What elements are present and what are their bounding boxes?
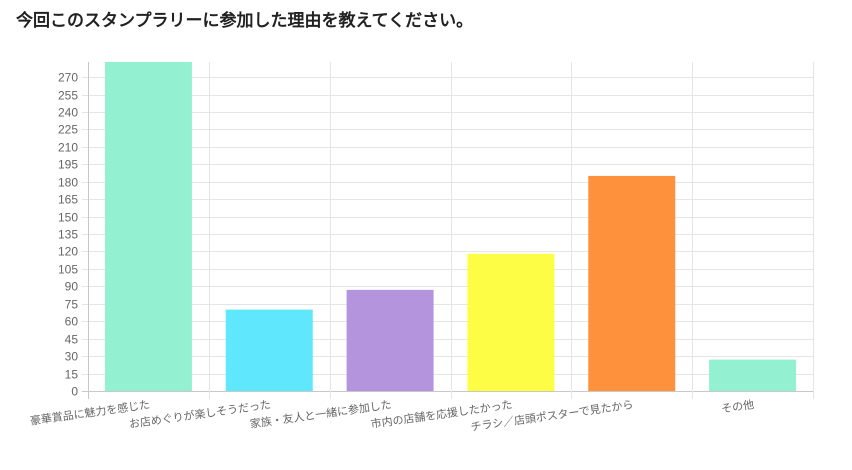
y-tick-label: 270 <box>58 71 78 85</box>
bar <box>346 289 434 391</box>
chart-title: 今回このスタンプラリーに参加した理由を教えてください。 <box>16 11 474 31</box>
y-tick-label: 240 <box>58 106 78 120</box>
y-tick-label: 225 <box>58 123 78 137</box>
y-tick-label: 60 <box>65 315 79 329</box>
bar <box>467 253 555 391</box>
y-tick-label: 0 <box>71 385 78 399</box>
y-tick-label: 45 <box>65 333 79 347</box>
x-tick-label: その他 <box>721 398 755 415</box>
bars <box>104 62 797 391</box>
y-tick-label: 30 <box>65 350 79 364</box>
y-tick-labels: 0 15 30 45 60 75 90 105 120 135 150 165 180 195 210 225… <box>58 71 78 399</box>
y-tick-label: 135 <box>58 228 78 242</box>
y-tick-label: 15 <box>65 368 79 382</box>
y-tick-label: 195 <box>58 158 78 172</box>
y-tick-label: 150 <box>58 211 78 225</box>
y-tick-label: 180 <box>58 176 78 190</box>
y-tick-label: 255 <box>58 89 78 103</box>
y-tick-label: 120 <box>58 245 78 259</box>
bar <box>104 62 192 391</box>
bar <box>225 309 313 391</box>
x-tick-labels: 豪華賞品に魅力を感じたお店めぐりが楽しそうだった家族・友人と一緒に参加した市内の… <box>29 397 755 434</box>
grid-lines <box>82 62 814 399</box>
y-tick-label: 75 <box>65 298 79 312</box>
y-tick-label: 210 <box>58 141 78 155</box>
y-tick-label: 90 <box>65 280 79 294</box>
y-tick-label: 165 <box>58 193 78 207</box>
bar <box>709 359 797 391</box>
bar <box>588 175 676 391</box>
y-tick-label: 105 <box>58 263 78 277</box>
